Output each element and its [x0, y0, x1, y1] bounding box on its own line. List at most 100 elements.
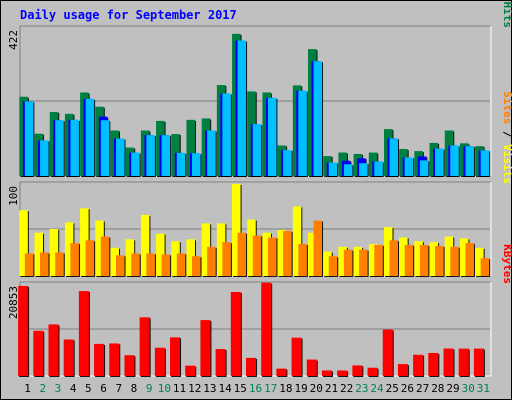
kbytes-bar [443, 348, 454, 376]
pages-bar [343, 164, 353, 176]
visits-bar [110, 247, 120, 276]
pages-bar [24, 101, 34, 176]
day-label: 28 [431, 382, 444, 395]
pages-bar [283, 150, 292, 176]
pages-bar [191, 153, 201, 176]
visits-bar [353, 246, 363, 276]
kbytes-bar [306, 359, 317, 376]
day-label: 17 [264, 382, 277, 395]
pages-bar [55, 120, 64, 176]
visits-bar [80, 208, 89, 276]
kbytes-bar [109, 343, 120, 376]
kbytes-bar [94, 343, 105, 376]
sites-bar [100, 236, 110, 276]
kbytes-bar [63, 339, 74, 376]
day-label: 27 [416, 382, 429, 395]
kbytes-bar [276, 368, 287, 376]
kbytes-legend-part: KBytes [501, 244, 512, 284]
day-label: 25 [386, 382, 399, 395]
day-label: 9 [146, 382, 153, 395]
visits-bar [399, 237, 408, 276]
day-label: 14 [218, 382, 232, 395]
sites-bar [116, 255, 125, 276]
visits-bar [186, 239, 195, 276]
kbytes-bar [337, 370, 348, 376]
day-label: 24 [370, 382, 384, 395]
kbytes-bar [185, 365, 196, 376]
pages-bar [40, 140, 49, 176]
day-label: 22 [340, 382, 353, 395]
sites-bar [480, 258, 490, 276]
visits-bar [171, 241, 180, 276]
sites-bar [207, 246, 216, 276]
kbytes-bar [215, 349, 226, 376]
sites-bar [404, 244, 414, 276]
kbytes-bar [367, 367, 378, 376]
kbytes-bar [33, 330, 44, 376]
sites-bar [40, 252, 49, 276]
sites-bar [374, 244, 383, 276]
day-label: 19 [294, 382, 307, 395]
day-label: 20 [310, 382, 323, 395]
kbytes-bar [291, 337, 302, 376]
sites-bar [283, 230, 292, 276]
visits-bar [247, 219, 256, 276]
visits-legend-label: Sites / Visits [501, 91, 512, 184]
pages-bar [419, 160, 429, 176]
sites-bar [328, 256, 338, 276]
sites-bar [267, 237, 277, 276]
visits-panel: 100 Sites / Visits [7, 91, 512, 277]
kbytes-bar [397, 364, 408, 376]
day-label: 21 [325, 382, 338, 395]
visits-bar [201, 223, 211, 276]
hits-legend-part: Hits [501, 2, 512, 29]
visits-bar [414, 241, 423, 276]
pages-bar [465, 146, 474, 176]
visits-bar [383, 227, 393, 276]
kbytes-bar [428, 352, 439, 376]
day-label: 29 [446, 382, 459, 395]
visits-bar [156, 233, 165, 276]
sites-bar [450, 246, 459, 276]
visits-bar [19, 210, 28, 276]
kbytes-bar [78, 291, 89, 376]
pages-bar [176, 152, 186, 176]
day-label: 12 [188, 382, 201, 395]
kbytes-bar [246, 357, 256, 376]
pages-bar [100, 120, 110, 176]
kbytes-bar [473, 348, 484, 376]
hits-panel: 422 Pages / Files / Hits [7, 0, 512, 178]
visits-bar [140, 214, 150, 276]
kbytes-bar [200, 320, 211, 376]
pages-bar [359, 163, 368, 176]
hits-legend-part: / [501, 0, 512, 2]
sites-bar [70, 243, 79, 276]
day-label: 1 [24, 382, 31, 395]
kbytes-bar [230, 291, 241, 376]
day-label: 18 [279, 382, 292, 395]
pages-bar [389, 138, 398, 176]
visits-bar [64, 222, 74, 276]
day-label: 3 [55, 382, 62, 395]
pages-bar [313, 61, 323, 176]
day-label: 5 [85, 382, 92, 395]
sites-bar [24, 253, 34, 276]
visits-bar [323, 251, 332, 276]
visits-legend-part: / [501, 124, 512, 144]
kbytes-bar [261, 282, 272, 376]
kbytes-bar [413, 354, 424, 376]
sites-bar [85, 240, 95, 276]
visits-bar [459, 238, 469, 276]
kbytes-bar [458, 348, 469, 376]
pages-bar [374, 161, 383, 176]
kbytes-bar [154, 347, 165, 376]
sites-bar [465, 243, 474, 276]
visits-bar [262, 232, 271, 276]
day-label: 7 [115, 382, 122, 395]
sites-bar [435, 245, 444, 276]
day-label: 26 [401, 382, 414, 395]
visits-bar [277, 229, 287, 276]
kbytes-bar [48, 324, 59, 376]
chart-title: Daily usage for September 2017 [20, 8, 237, 22]
visits-bar [444, 236, 454, 276]
